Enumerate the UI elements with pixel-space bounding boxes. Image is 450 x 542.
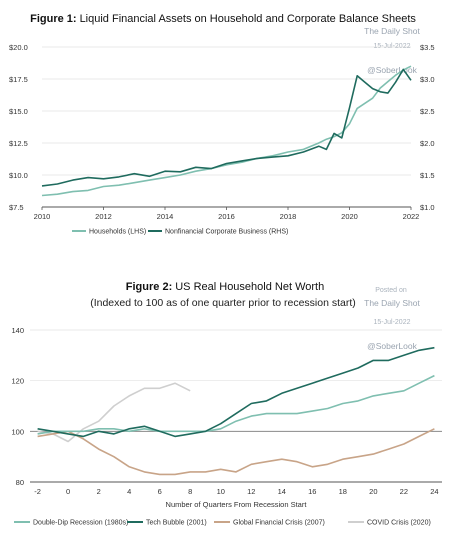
figure-1-legend: Households (LHS) Nonfinancial Corporate … [72,229,288,236]
x-tick-label: 0 [66,487,70,496]
figure-1: Figure 1: Liquid Financial Assets on Hous… [9,13,435,236]
series-line-covid-crisis-2020 [37,382,191,443]
fig2-watermark-date: 15-Jul-2022 [374,319,411,326]
x-tick-label: 2022 [403,212,420,221]
legend-label-gfc: Global Financial Crisis (2007) [233,520,325,527]
y-left-tick-label: $15.0 [9,107,28,116]
figure-2-series [37,346,435,476]
x-tick-label: 2014 [157,212,174,221]
figure-1-title-bold: Figure 1: [30,13,76,25]
legend-label-households: Households (LHS) [89,229,146,236]
x-tick-label: 2018 [280,212,297,221]
x-tick-label: 16 [308,487,316,496]
series-line-global-financial-crisis-2007 [37,428,435,476]
figure-2-title: Figure 2: US Real Household Net Worth [126,281,324,293]
x-tick-label: 2016 [218,212,235,221]
x-tick-label: 6 [158,487,162,496]
y-tick-label: 140 [11,326,24,335]
figure-2-title-bold: Figure 2: [126,281,172,293]
y-tick-label: 80 [16,478,24,487]
figure-1-series [41,65,412,197]
series-line-households-lhs [41,65,412,197]
x-tick-label: 2010 [34,212,51,221]
y-tick-label: 100 [11,427,24,436]
x-tick-label: 2 [97,487,101,496]
x-tick-label: 18 [339,487,347,496]
figure-1-y-right-ticks: $1.0 $1.5 $2.0 $2.5 $3.0 $3.5 [420,43,435,212]
y-left-tick-label: $12.5 [9,139,28,148]
x-tick-label: 24 [430,487,438,496]
x-tick-label: 2012 [95,212,112,221]
x-tick-label: 8 [188,487,192,496]
figure-2-subtitle: (Indexed to 100 as of one quarter prior … [90,297,356,309]
y-right-tick-label: $1.0 [420,203,435,212]
fig2-watermark-posted: Posted on [375,287,407,294]
y-right-tick-label: $2.5 [420,107,435,116]
fig1-watermark-handle: @SoberLook [367,65,417,75]
fig1-watermark-source: The Daily Shot [364,26,420,36]
fig2-watermark-source: The Daily Shot [364,298,420,308]
x-tick-label: 22 [400,487,408,496]
y-right-tick-label: $3.0 [420,75,435,84]
y-right-tick-label: $1.5 [420,171,435,180]
figure-1-x-ticks: 2010 2012 2014 2016 2018 2020 2022 [34,207,420,221]
legend-label-covid: COVID Crisis (2020) [367,520,431,527]
legend-label-tech-bubble: Tech Bubble (2001) [146,520,207,527]
y-right-tick-label: $3.5 [420,43,435,52]
y-tick-label: 120 [11,377,24,386]
series-line-tech-bubble-2001 [37,346,435,438]
legend-label-double-dip: Double-Dip Recession (1980s) [33,520,128,527]
x-tick-label: 12 [247,487,255,496]
y-left-tick-label: $10.0 [9,171,28,180]
y-left-tick-label: $7.5 [9,203,24,212]
x-tick-label: 4 [127,487,131,496]
figure-1-title-text: Liquid Financial Assets on Household and… [80,13,417,25]
legend-label-nonfinancial-corporate: Nonfinancial Corporate Business (RHS) [165,229,288,236]
figure-1-grid [42,46,411,208]
x-tick-label: 14 [278,487,286,496]
figure-2-grid [30,329,442,483]
x-tick-label: 2020 [341,212,358,221]
figure-2-title-text: US Real Household Net Worth [175,281,324,293]
y-left-tick-label: $20.0 [9,43,28,52]
figure-2-x-ticks: -2 0 2 4 6 8 10 12 14 16 18 20 22 24 [34,487,438,496]
series-line-double-dip-recession-1980s [37,374,435,435]
figure-1-y-left-ticks: $7.5 $10.0 $12.5 $15.0 $17.5 $20.0 [9,43,28,212]
figure-2-y-ticks: 80 100 120 140 [11,326,24,487]
x-tick-label: -2 [34,487,41,496]
series-line-nonfinancial-corporate-business-rhs [41,68,412,187]
y-right-tick-label: $2.0 [420,139,435,148]
figure-2: Figure 2: US Real Household Net Worth (In… [11,281,442,527]
fig1-watermark-date: 15-Jul-2022 [374,43,411,50]
x-tick-label: 20 [369,487,377,496]
figure-1-title: Figure 1: Liquid Financial Assets on Hous… [30,13,416,25]
figure-2-x-axis-label: Number of Quarters From Recession Start [166,500,308,509]
fig2-watermark-handle: @SoberLook [367,341,417,351]
y-left-tick-label: $17.5 [9,75,28,84]
x-tick-label: 10 [217,487,225,496]
figure-2-legend: Double-Dip Recession (1980s) Tech Bubble… [14,520,431,527]
